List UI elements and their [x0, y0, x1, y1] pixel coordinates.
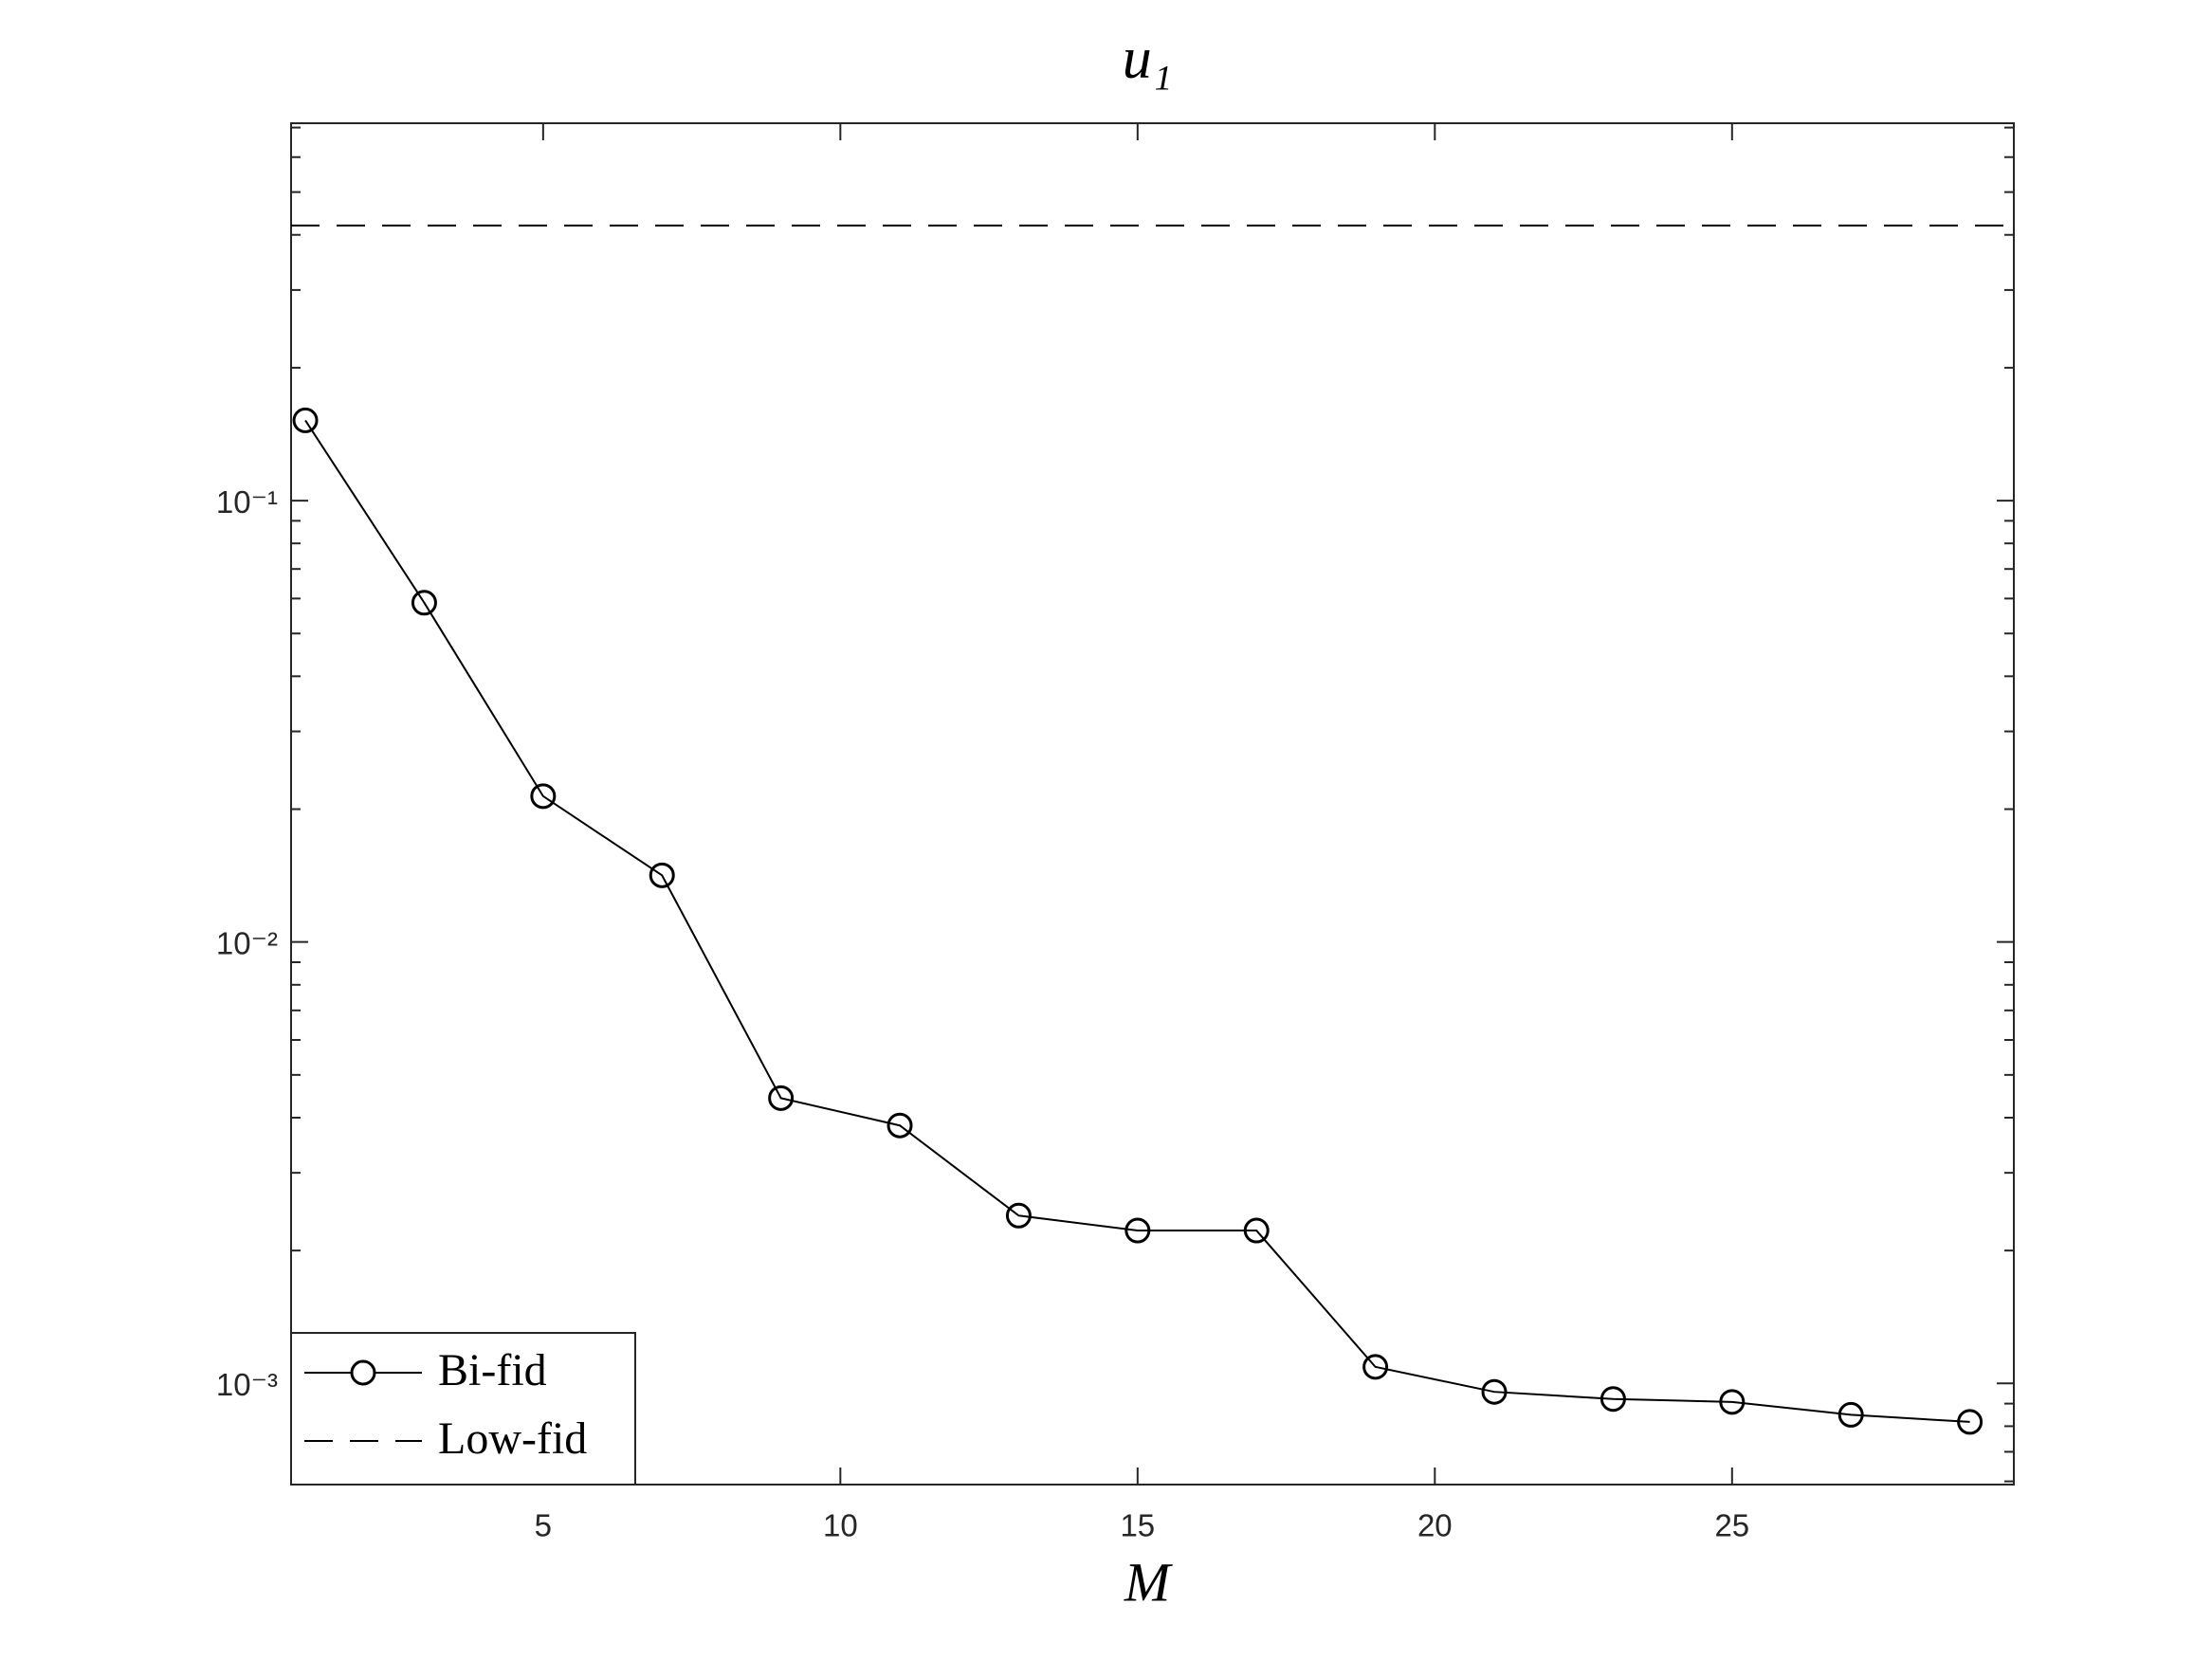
legend-box: [290, 1332, 636, 1486]
data-point: [1481, 1378, 1508, 1405]
y-tick-label: 10⁻²: [216, 925, 278, 960]
data-point: [411, 590, 437, 616]
x-axis-label: M: [1124, 1551, 1173, 1613]
chart-title: u₁: [1123, 27, 1173, 91]
data-point: [530, 783, 557, 810]
x-tick-label: 10: [823, 1508, 858, 1543]
x-tick-label: 15: [1120, 1508, 1155, 1543]
legend-marker: [350, 1359, 376, 1386]
data-point: [649, 862, 675, 888]
x-tick-label: 5: [535, 1508, 552, 1543]
data-point: [1719, 1389, 1746, 1415]
data-point: [1600, 1386, 1626, 1413]
data-point: [887, 1112, 913, 1139]
legend-label: Bi-fid: [438, 1345, 547, 1395]
data-point: [1957, 1409, 1983, 1435]
data-point: [1124, 1217, 1151, 1244]
data-point: [1243, 1217, 1270, 1244]
data-point: [1362, 1354, 1389, 1380]
data-line: [304, 419, 1970, 1423]
data-point: [1837, 1401, 1864, 1428]
x-tick-label: 20: [1417, 1508, 1453, 1543]
data-point: [768, 1085, 795, 1111]
y-tick-label: 10⁻¹: [216, 484, 278, 520]
x-tick-label: 25: [1714, 1508, 1749, 1543]
data-point: [292, 407, 319, 433]
y-tick-label: 10⁻³: [216, 1367, 278, 1402]
plot-frame: [290, 122, 2015, 1486]
data-point: [1005, 1202, 1032, 1229]
legend-label: Low-fid: [438, 1413, 587, 1464]
